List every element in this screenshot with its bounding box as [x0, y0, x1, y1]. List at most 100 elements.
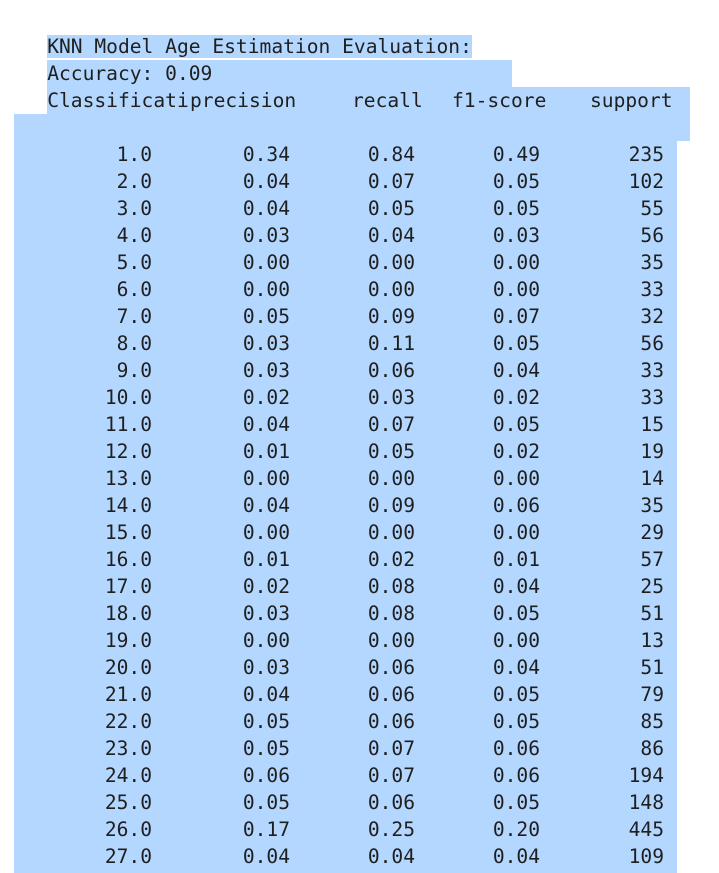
- report-heading-line: Classification Report:: [0, 60, 337, 114]
- cell-label: 25.0: [104, 791, 152, 814]
- cell-precision: 0.04: [242, 494, 290, 517]
- table-row: 2.0 0.04 0.07 0.05 102: [14, 168, 677, 195]
- cell-label: 27.0: [104, 845, 152, 868]
- cell-f1-score: 0.04: [492, 656, 540, 679]
- cell-label: 10.0: [104, 386, 152, 409]
- cell-f1-score: 0.06: [492, 494, 540, 517]
- table-row: 1.0 0.34 0.84 0.49 235: [14, 141, 677, 168]
- cell-label: 4.0: [116, 224, 152, 247]
- cell-support: 109: [628, 845, 664, 868]
- cell-support: 85: [640, 710, 664, 733]
- cell-support: 51: [640, 602, 664, 625]
- cell-label: 24.0: [104, 764, 152, 787]
- cell-precision: 0.04: [242, 413, 290, 436]
- cell-f1-score: 0.01: [492, 548, 540, 571]
- cell-precision: 0.00: [242, 278, 290, 301]
- cell-recall: 0.08: [367, 575, 415, 598]
- cell-precision: 0.00: [242, 521, 290, 544]
- table-row: 4.0 0.03 0.04 0.03 56: [14, 222, 677, 249]
- cell-f1-score: 0.05: [492, 791, 540, 814]
- header-precision: precision: [190, 89, 297, 112]
- cell-f1-score: 0.05: [492, 683, 540, 706]
- cell-support: 56: [640, 224, 664, 247]
- cell-label: 20.0: [104, 656, 152, 679]
- cell-recall: 0.00: [367, 629, 415, 652]
- table-row: 14.0 0.04 0.09 0.06 35: [14, 492, 677, 519]
- table-row: 19.0 0.00 0.00 0.00 13: [14, 627, 677, 654]
- table-row: 6.0 0.00 0.00 0.00 33: [14, 276, 677, 303]
- table-row: 12.0 0.01 0.05 0.02 19: [14, 438, 677, 465]
- cell-support: 57: [640, 548, 664, 571]
- cell-label: 7.0: [116, 305, 152, 328]
- cell-recall: 0.84: [367, 143, 415, 166]
- cell-recall: 0.06: [367, 683, 415, 706]
- table-row: 13.0 0.00 0.00 0.00 14: [14, 465, 677, 492]
- cell-precision: 0.04: [242, 683, 290, 706]
- cell-f1-score: 0.00: [492, 467, 540, 490]
- cell-recall: 0.00: [367, 521, 415, 544]
- accuracy-text[interactable]: Accuracy: 0.09: [47, 60, 513, 87]
- cell-f1-score: 0.05: [492, 170, 540, 193]
- cell-recall: 0.00: [367, 467, 415, 490]
- cell-support: 29: [640, 521, 664, 544]
- cell-recall: 0.06: [367, 791, 415, 814]
- report-rows: 1.0 0.34 0.84 0.49 235 2.0 0.04 0.07 0.05 102 3.0 0…: [14, 141, 677, 873]
- cell-precision: 0.00: [242, 251, 290, 274]
- cell-support: 25: [640, 575, 664, 598]
- cell-recall: 0.11: [367, 332, 415, 355]
- cell-precision: 0.05: [242, 710, 290, 733]
- cell-precision: 0.02: [242, 575, 290, 598]
- cell-support: 15: [640, 413, 664, 436]
- cell-f1-score: 0.05: [492, 602, 540, 625]
- table-row: 21.0 0.04 0.06 0.05 79: [14, 681, 677, 708]
- accuracy-line: Accuracy: 0.09: [0, 33, 513, 87]
- cell-support: 79: [640, 683, 664, 706]
- cell-recall: 0.06: [367, 710, 415, 733]
- cell-f1-score: 0.49: [492, 143, 540, 166]
- table-row: 16.0 0.01 0.02 0.01 57: [14, 546, 677, 573]
- cell-recall: 0.07: [367, 170, 415, 193]
- cell-recall: 0.07: [367, 737, 415, 760]
- cell-precision: 0.01: [242, 440, 290, 463]
- cell-support: 14: [640, 467, 664, 490]
- cell-label: 12.0: [104, 440, 152, 463]
- cell-precision: 0.04: [242, 170, 290, 193]
- output-title[interactable]: KNN Model Age Estimation Evaluation:: [47, 35, 472, 58]
- cell-support: 55: [640, 197, 664, 220]
- cell-recall: 0.02: [367, 548, 415, 571]
- table-row: 27.0 0.04 0.04 0.04 109: [14, 843, 677, 870]
- cell-f1-score: 0.05: [492, 332, 540, 355]
- cell-f1-score: 0.00: [492, 521, 540, 544]
- cell-precision: 0.03: [242, 332, 290, 355]
- cell-f1-score: 0.03: [492, 224, 540, 247]
- cell-support: 33: [640, 386, 664, 409]
- table-row: 22.0 0.05 0.06 0.05 85: [14, 708, 677, 735]
- cell-f1-score: 0.05: [492, 710, 540, 733]
- cell-recall: 0.09: [367, 305, 415, 328]
- table-row: 18.0 0.03 0.08 0.05 51: [14, 600, 677, 627]
- cell-f1-score: 0.04: [492, 359, 540, 382]
- cell-recall: 0.25: [367, 818, 415, 841]
- table-row: 7.0 0.05 0.09 0.07 32: [14, 303, 677, 330]
- cell-f1-score: 0.06: [492, 737, 540, 760]
- cell-support: 35: [640, 251, 664, 274]
- table-row: 23.0 0.05 0.07 0.06 86: [14, 735, 677, 762]
- table-row: 25.0 0.05 0.06 0.05 148: [14, 789, 677, 816]
- table-row: 5.0 0.00 0.00 0.00 35: [14, 249, 677, 276]
- cell-recall: 0.04: [367, 845, 415, 868]
- cell-support: 235: [628, 143, 664, 166]
- cell-precision: 0.03: [242, 656, 290, 679]
- cell-label: 18.0: [104, 602, 152, 625]
- cell-label: 21.0: [104, 683, 152, 706]
- cell-precision: 0.04: [242, 197, 290, 220]
- cell-f1-score: 0.02: [492, 440, 540, 463]
- cell-recall: 0.07: [367, 764, 415, 787]
- cell-support: 86: [640, 737, 664, 760]
- cell-label: 13.0: [104, 467, 152, 490]
- cell-recall: 0.00: [367, 278, 415, 301]
- cell-support: 445: [628, 818, 664, 841]
- cell-recall: 0.04: [367, 224, 415, 247]
- cell-label: 11.0: [104, 413, 152, 436]
- cell-support: 33: [640, 359, 664, 382]
